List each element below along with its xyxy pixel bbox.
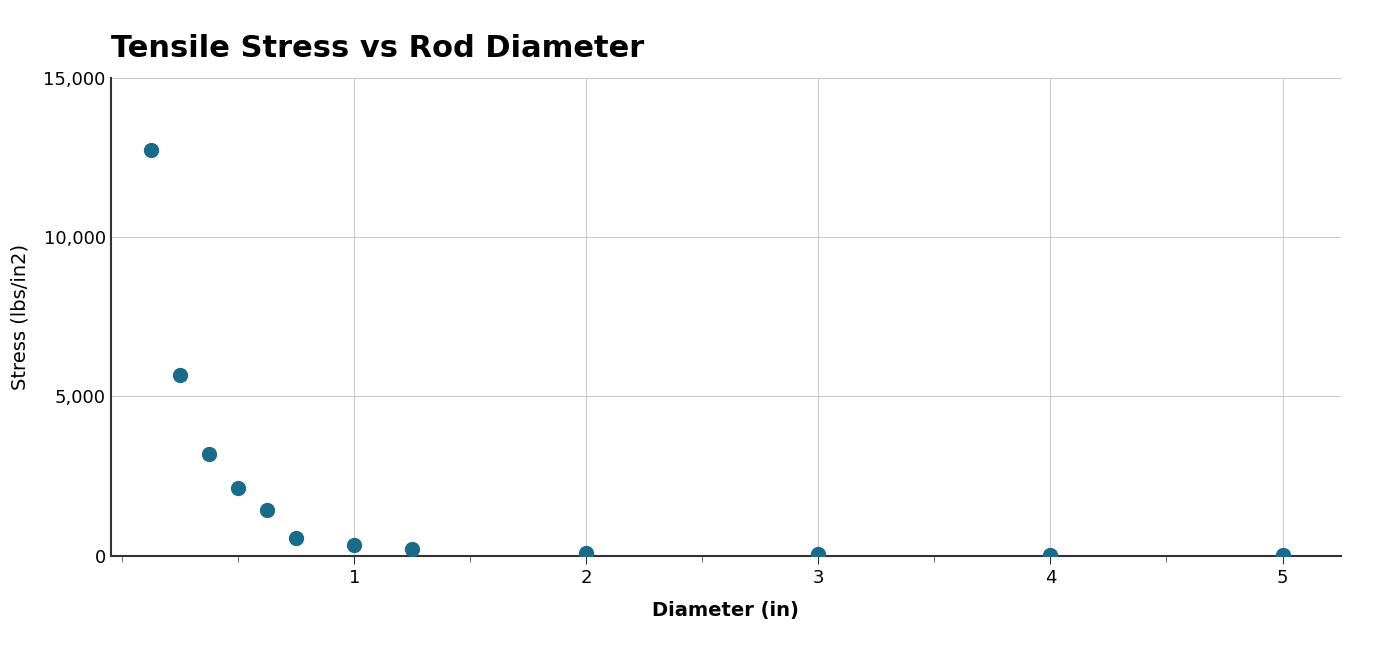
Point [575, 548, 597, 558]
Point [227, 483, 249, 493]
Point [198, 449, 220, 459]
Point [256, 505, 278, 516]
Point [343, 540, 365, 550]
Text: Tensile Stress vs Rod Diameter: Tensile Stress vs Rod Diameter [111, 34, 644, 63]
Point [1039, 550, 1061, 560]
Point [140, 145, 162, 155]
Y-axis label: Stress (lbs/in2): Stress (lbs/in2) [11, 244, 29, 390]
Point [807, 549, 829, 559]
Point [1271, 550, 1294, 560]
Point [169, 370, 191, 380]
Point [401, 544, 423, 554]
X-axis label: Diameter (in): Diameter (in) [652, 601, 799, 620]
Point [285, 532, 307, 543]
